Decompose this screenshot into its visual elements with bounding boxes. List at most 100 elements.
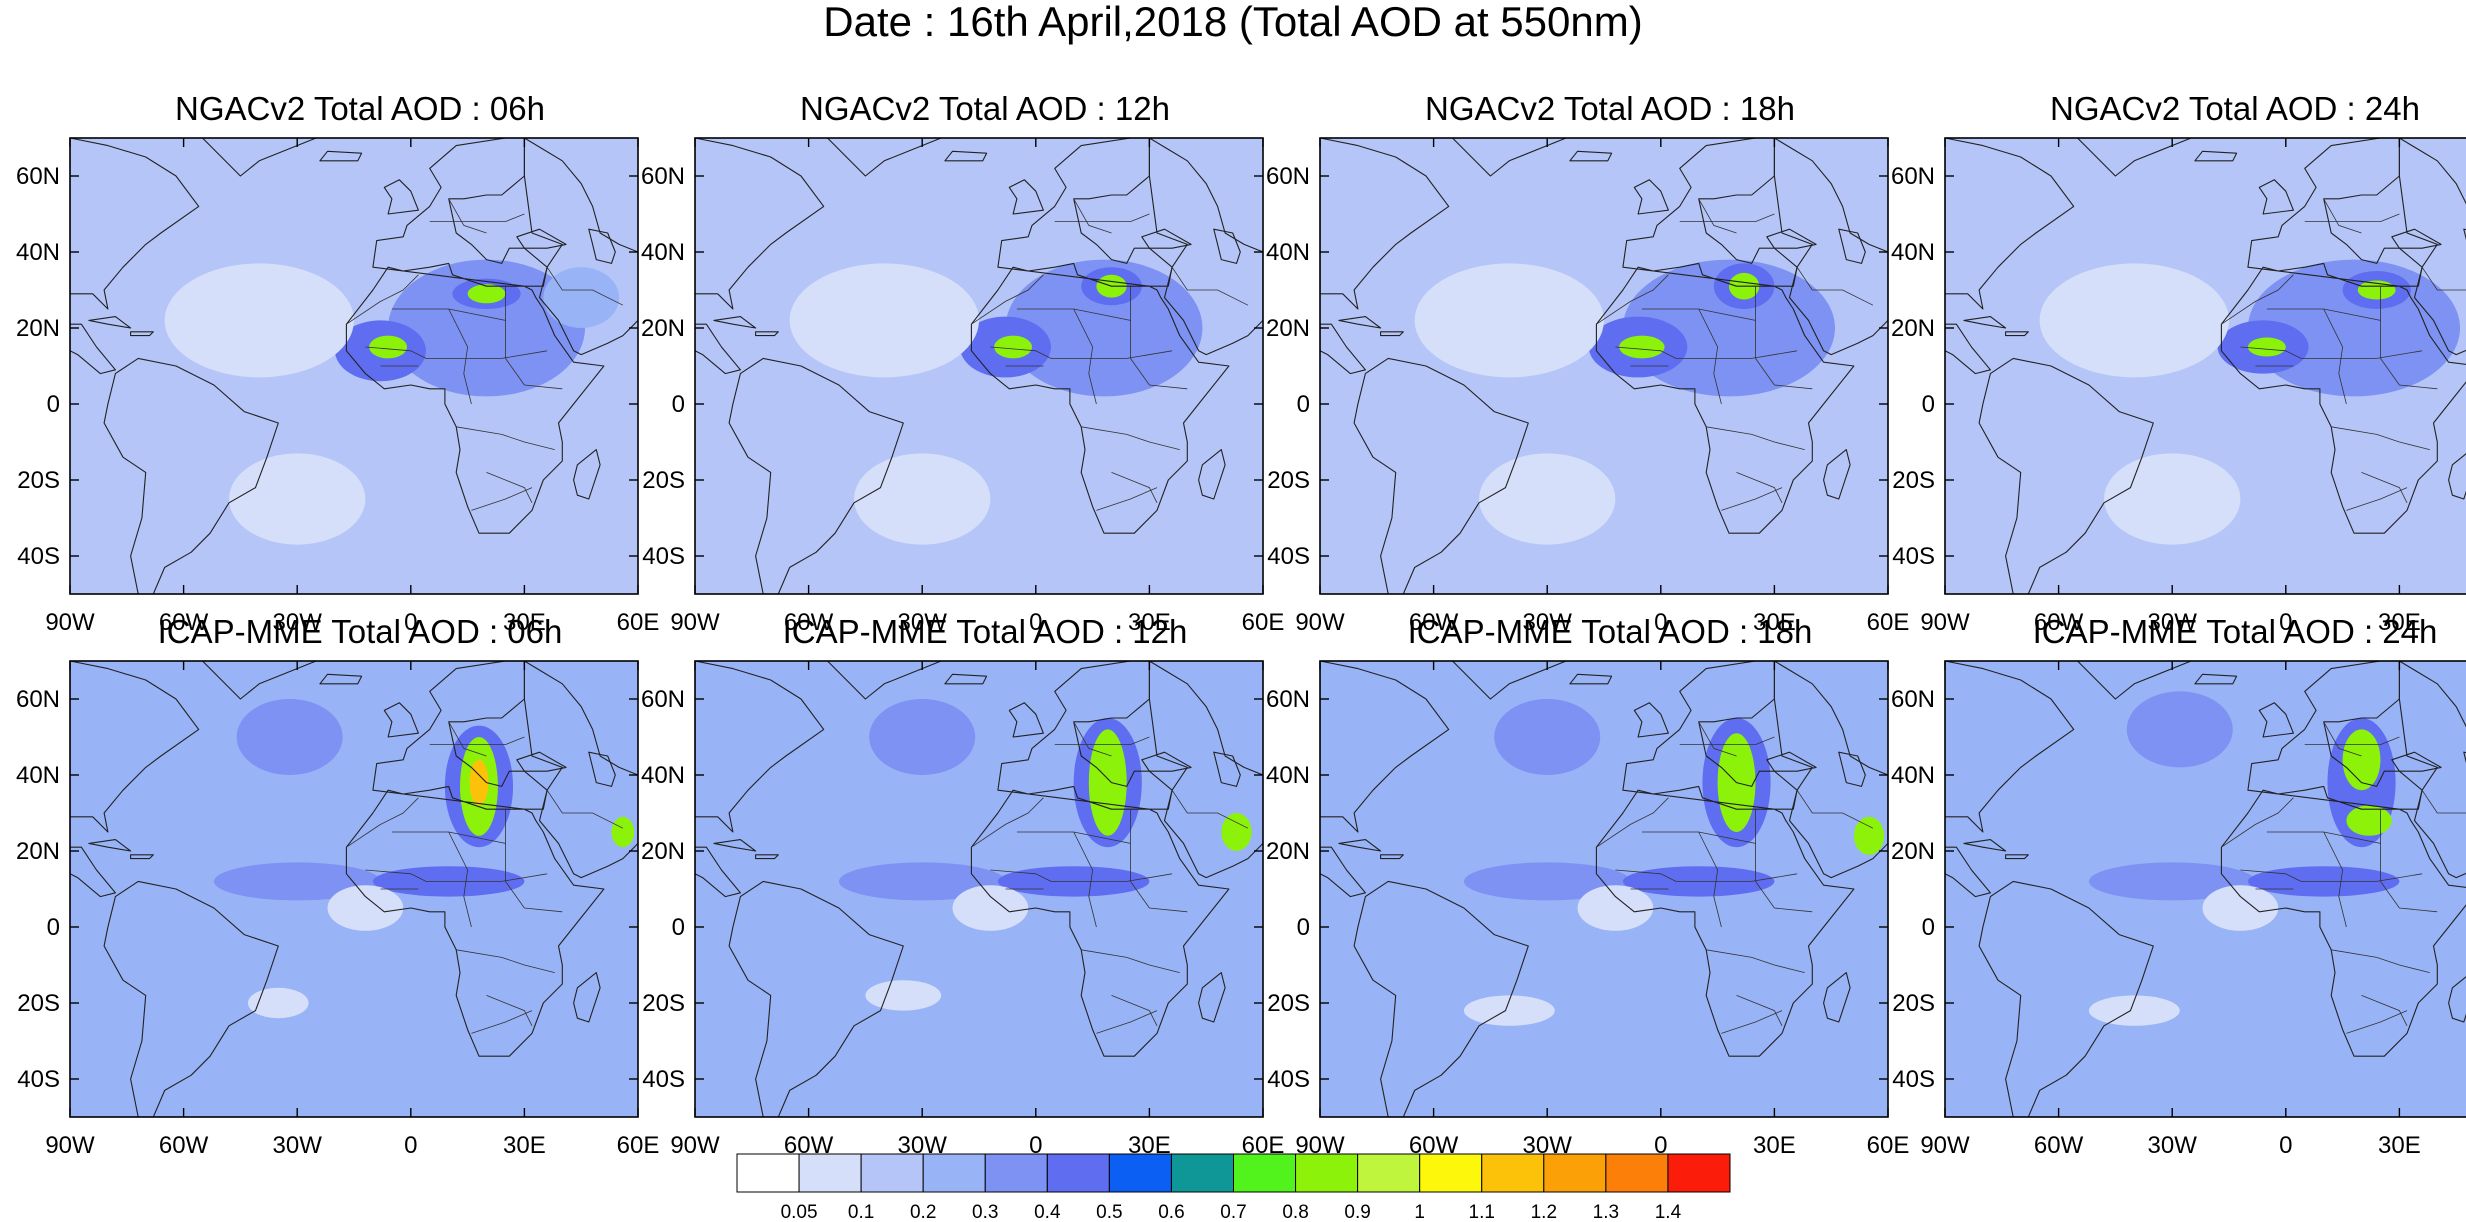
- aod-field: [1320, 661, 1888, 1117]
- aod-feature: [2202, 885, 2279, 931]
- colorbar: 0.05 0.1 0.2 0.3 0.4 0.5 0.6 0.7 0.8 0.9 1 1.1 1.2 1.…: [736, 1153, 1731, 1222]
- aod-feature: [388, 259, 585, 397]
- country-border: [365, 346, 548, 359]
- y-tick-label: 20S: [1267, 467, 1310, 494]
- country-border: [2221, 797, 2294, 848]
- coastline-arabia-asia: [523, 661, 638, 879]
- country-border: [2421, 789, 2466, 814]
- colorbar-label: 0.7: [1220, 1202, 1246, 1222]
- coastline-madagascar: [573, 449, 601, 500]
- country-border: [1796, 789, 1874, 829]
- x-tick-label: 30E: [1753, 609, 1796, 636]
- colorbar-swatch: [1357, 1153, 1421, 1193]
- colorbar-label: 1: [1414, 1202, 1425, 1222]
- y-tick-label: 40S: [1892, 543, 1935, 570]
- coastline-madagascar: [2448, 453, 2466, 500]
- plot-frame: [1319, 660, 1889, 1118]
- aod-feature: [1853, 816, 1885, 855]
- country-border: [2304, 736, 2400, 745]
- coastline-iceland: [2194, 673, 2238, 685]
- coastline-greenland: [2008, 661, 2192, 700]
- colorbar-swatch: [736, 1153, 800, 1193]
- coastline-greenland: [2008, 138, 2192, 177]
- country-border: [1081, 426, 1180, 450]
- coastline-iceland: [1569, 150, 1613, 162]
- map-panel-icap-12h: ICAP-MME Total AOD : 12h 90W 60W 30W 0 30E 60…: [641, 613, 1295, 1159]
- country-border: [448, 721, 487, 757]
- plot-frame: [1944, 137, 2466, 595]
- coastline-iceland: [319, 673, 363, 685]
- coastline-arabia-asia: [1148, 661, 1263, 879]
- panel-title: ICAP-MME Total AOD : 06h: [157, 613, 563, 650]
- aod-feature: [543, 267, 620, 328]
- aod-feature: [1494, 699, 1601, 775]
- country-border: [1054, 736, 1150, 745]
- country-border: [1111, 995, 1158, 1026]
- aod-feature: [611, 816, 635, 848]
- coastline-greenland: [758, 138, 942, 177]
- colorbar-label: 1.3: [1593, 1202, 1619, 1222]
- country-border: [1698, 198, 1737, 234]
- country-border: [2380, 843, 2438, 913]
- country-border: [505, 843, 563, 913]
- coastline-cuba: [88, 839, 132, 852]
- plot-frame: [69, 660, 639, 1118]
- map-plot: 90W 60W 30W 0 30E 60E 60N 40N 20N 0 20S 40S: [641, 137, 1284, 636]
- coastline-south-america: [1353, 357, 1529, 594]
- aod-feature: [2247, 337, 2286, 357]
- aod-field: [1945, 138, 2466, 594]
- coastline-europe-africa: [970, 138, 1230, 534]
- coastline-hispaniola: [1380, 331, 1404, 337]
- x-tick-label: 60W: [2034, 609, 2084, 636]
- country-border: [1171, 266, 1249, 306]
- y-tick-label: 40S: [642, 1066, 685, 1093]
- map-plot: 90W 60W 30W 0 30E 60E 60N 40N 20N 0 20S 40S: [1266, 137, 1909, 636]
- x-tick-label: 60E: [617, 609, 660, 636]
- coastline-british-isles: [1633, 179, 1669, 215]
- aod-feature: [213, 862, 381, 901]
- country-border: [2221, 274, 2294, 325]
- country-border: [971, 797, 1044, 848]
- country-border: [456, 949, 555, 973]
- coastline-black-sea: [516, 751, 567, 772]
- coastline-north-america: [1320, 661, 1450, 833]
- colorbar-label: 0.2: [910, 1202, 936, 1222]
- coastline-south-america: [728, 357, 904, 594]
- country-border: [2323, 308, 2347, 405]
- coastline-black-sea: [1766, 228, 1817, 249]
- x-tick-label: 30W: [1523, 609, 1573, 636]
- aod-feature: [164, 263, 354, 378]
- coastline-greenland: [1383, 138, 1567, 177]
- x-tick-label: 0: [2279, 609, 2292, 636]
- aod-feature: [2346, 805, 2392, 836]
- map-panel-ngacv2-06h: NGACv2 Total AOD : 06h 90W 60W 30W 0 30E 60E 6…: [16, 90, 670, 636]
- country-border: [429, 736, 525, 745]
- x-tick-label: 60E: [617, 1132, 660, 1159]
- coastline-iceland: [944, 150, 988, 162]
- coastline-caspian-sea: [1838, 228, 1866, 264]
- colorbar-label: 0.8: [1282, 1202, 1308, 1222]
- x-tick-label: 0: [404, 609, 417, 636]
- y-tick-label: 20S: [1892, 467, 1935, 494]
- y-tick-label: 40N: [641, 762, 685, 789]
- panel-title: ICAP-MME Total AOD : 24h: [2032, 613, 2438, 650]
- coastline-madagascar: [1823, 972, 1851, 1023]
- y-tick-label: 0: [1297, 391, 1310, 418]
- coastline-arabia-asia: [1773, 661, 1888, 879]
- colorbar-swatch: [1481, 1153, 1545, 1193]
- y-tick-label: 40N: [16, 762, 60, 789]
- colorbar-label: 1.4: [1655, 1202, 1682, 1222]
- country-border: [391, 809, 506, 844]
- country-border: [1698, 721, 1737, 757]
- y-tick-label: 0: [672, 914, 685, 941]
- y-tick-label: 0: [1922, 391, 1935, 418]
- coastline-arabia-asia: [1148, 138, 1263, 356]
- country-border: [1130, 320, 1188, 390]
- x-tick-label: 90W: [1295, 609, 1345, 636]
- map-panel-icap-24h: ICAP-MME Total AOD : 24h 90W 60W 30W 0 30E 60…: [1891, 613, 2466, 1159]
- country-border: [2323, 721, 2362, 757]
- map-panel-icap-18h: ICAP-MME Total AOD : 18h 90W 60W 30W 0 30E 60…: [1266, 613, 1920, 1159]
- y-tick-label: 20N: [16, 838, 60, 865]
- y-tick-label: 40S: [1892, 1066, 1935, 1093]
- coastline-black-sea: [1141, 751, 1192, 772]
